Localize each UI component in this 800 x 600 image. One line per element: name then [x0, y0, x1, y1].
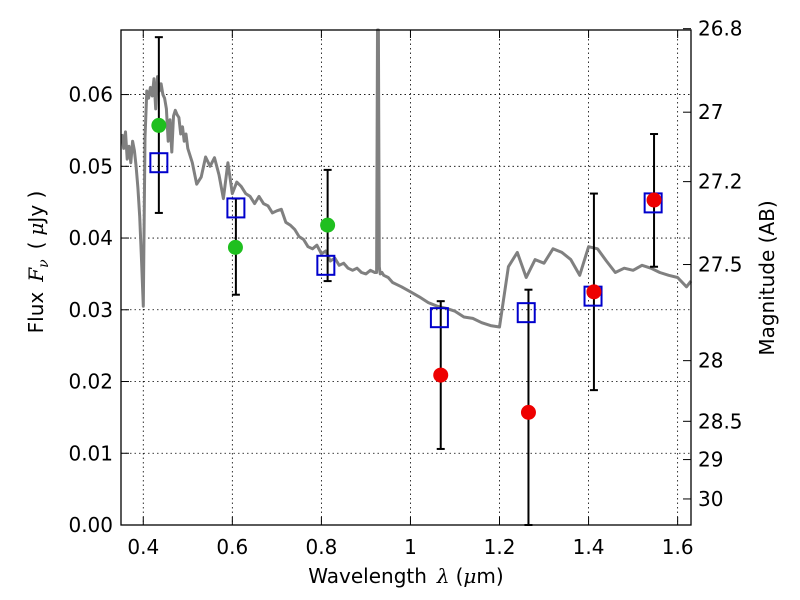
y2-axis-label: Magnitude (AB)	[755, 200, 779, 355]
observed-flux-point	[646, 192, 662, 208]
x-tick-label: 1.6	[662, 535, 694, 559]
y-tick-label: 0.05	[68, 154, 113, 178]
grid-lines	[121, 30, 691, 526]
x-tick-label: 1.2	[484, 535, 516, 559]
model-photometry-point	[429, 307, 449, 329]
y-tick-label: 0.01	[68, 441, 113, 465]
model-spectrum-line	[120, 28, 693, 329]
y2-tick-label: 27.2	[698, 170, 743, 194]
y-tick-label: 0.03	[68, 298, 113, 322]
x-axis-label-text: Wavelength	[308, 564, 427, 588]
x-tick-label: 1.4	[573, 535, 605, 559]
y-axis-label-text: Flux	[24, 292, 48, 334]
x-axis-label-unit-mu: μ	[463, 564, 476, 588]
y2-tick-label: 27.5	[698, 253, 743, 277]
y2-tick-label: 28	[698, 349, 723, 373]
y-tick-label: 0.00	[68, 513, 113, 537]
model-photometry-point	[149, 152, 169, 174]
y-axis-label-F: F	[24, 267, 48, 283]
x-tick-label: 0.6	[216, 535, 248, 559]
observed-flux-point	[320, 217, 336, 233]
y-tick-label: 0.02	[68, 370, 113, 394]
observed-flux-point	[151, 117, 167, 133]
y2-tick-label: 30	[698, 487, 723, 511]
model-photometry-point	[516, 302, 536, 324]
observed-flux-point	[520, 404, 536, 420]
plot-frame	[120, 29, 692, 526]
y-axis-label-nu: ν	[36, 259, 52, 268]
y-axis-label-unit-mu: μ	[24, 223, 48, 236]
y-tick-label: 0.04	[68, 226, 113, 250]
axis-ticks: 0.4 0.6 0.8 1 1.2 1.4 1.6 0.00 0.01 0.02 0.03 0.04 0…	[68, 17, 742, 559]
y-tick-label: 0.06	[68, 83, 113, 107]
x-tick-label: 0.8	[305, 535, 337, 559]
x-axis-label-unit-open: (	[456, 564, 464, 588]
y-axis-label-unit-rest: Jy )	[24, 191, 48, 225]
model-photometry-point	[316, 254, 336, 276]
observed-flux-point	[227, 239, 243, 255]
y2-tick-label: 26.8	[698, 17, 743, 41]
y2-tick-label: 27	[698, 100, 723, 124]
model-photometry-point	[226, 197, 246, 219]
x-axis-label-unit-rest: m)	[476, 564, 503, 588]
observed-flux-point	[433, 367, 449, 383]
observed-flux-point	[586, 284, 602, 300]
plot-area	[120, 28, 693, 526]
x-tick-label: 0.4	[127, 535, 159, 559]
x-axis-label-lambda: λ	[436, 564, 450, 588]
y2-tick-label: 28.5	[698, 409, 743, 433]
y-axis-label-unit-open: (	[24, 242, 48, 250]
y2-tick-label: 29	[698, 448, 723, 472]
x-tick-label: 1	[404, 535, 417, 559]
y-axis-label: Flux Fν ( μJy )	[24, 191, 52, 334]
x-axis-label: Wavelength λ (μm)	[308, 564, 503, 588]
